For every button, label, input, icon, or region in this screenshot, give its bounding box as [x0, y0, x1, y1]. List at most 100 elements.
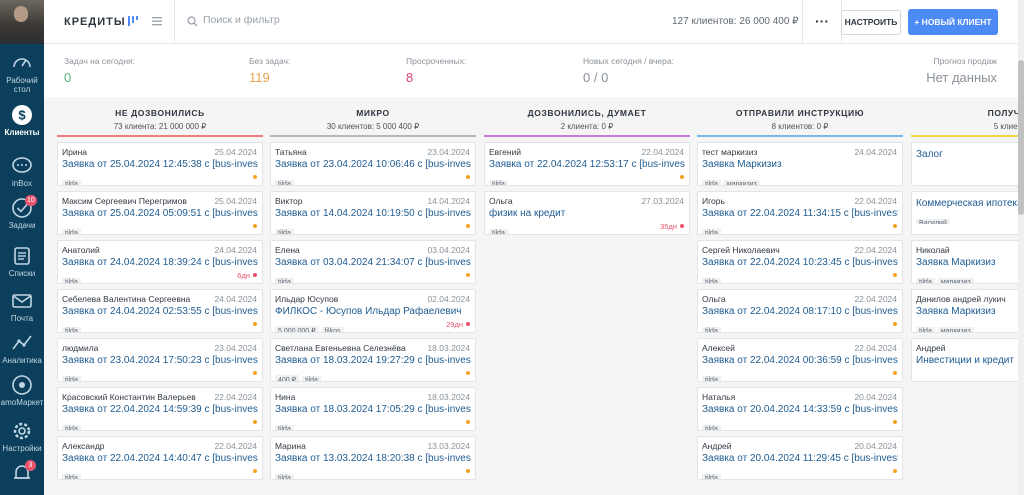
card-title[interactable]: Залог [916, 149, 943, 160]
new-client-button[interactable]: + НОВЫЙ КЛИЕНТ [908, 9, 998, 35]
card-contact[interactable]: Александр [62, 441, 105, 451]
card-title[interactable]: Заявка Маркизиз [916, 306, 996, 317]
tag[interactable]: tilda [62, 327, 81, 332]
column-header[interactable]: МИКРО 30 клиентов: 5 000 400 ₽ [270, 100, 476, 135]
lead-card[interactable]: Нина 18.03.2024 Заявка от 18.03.2024 17:05… [270, 387, 476, 431]
card-title[interactable]: Заявка Маркизиз [702, 159, 782, 170]
sidebar-item-5[interactable]: Списки [0, 245, 44, 278]
lead-card[interactable]: Андрей Инвестиции и кредит [911, 338, 1024, 382]
tag[interactable]: tilda [702, 474, 721, 479]
tag[interactable]: tilda [489, 180, 508, 185]
card-title[interactable]: Заявка от 22.04.2024 10:23:45 с [bus-inv… [702, 257, 898, 268]
card-contact[interactable]: Алексей [702, 343, 735, 353]
lead-card[interactable]: Красовский Константин Валерьев 22.04.2024… [57, 387, 263, 431]
tag[interactable]: tilda [702, 180, 721, 185]
card-title[interactable]: Заявка от 13.03.2024 18:20:38 с [bus-inv… [275, 453, 471, 464]
card-title[interactable]: Заявка Маркизиз [916, 257, 996, 268]
sidebar-item-3[interactable]: inBox [0, 155, 44, 188]
tag[interactable]: tilda [302, 376, 321, 381]
kanban-view-icon[interactable] [126, 14, 140, 28]
card-title[interactable]: Заявка от 18.03.2024 17:05:29 с [bus-inv… [275, 404, 471, 415]
card-contact[interactable]: Ирина [62, 147, 88, 157]
card-title[interactable]: Заявка от 20.04.2024 14:33:59 с [bus-inv… [702, 404, 898, 415]
sidebar-item-4[interactable]: 10 Задачи [0, 195, 44, 230]
card-title[interactable]: Заявка от 24.04.2024 02:53:55 с [bus-inv… [62, 306, 258, 317]
card-contact[interactable]: Себелева Валентина Сергеевна [62, 294, 191, 304]
tag[interactable]: tilda [702, 327, 721, 332]
card-contact[interactable]: Татьяна [275, 147, 307, 157]
card-title[interactable]: Инвестиции и кредит [916, 355, 1014, 366]
list-view-icon[interactable] [150, 14, 164, 28]
lead-card[interactable]: Виктор 14.04.2024 Заявка от 14.04.2024 10:… [270, 191, 476, 235]
card-title[interactable]: Заявка от 22.04.2024 14:59:39 с [bus-inv… [62, 404, 258, 415]
stat-new[interactable]: Новых сегодня / вчера: 0 / 0 [583, 56, 674, 85]
lead-card[interactable]: Андрей 20.04.2024 Заявка от 20.04.2024 11:… [697, 436, 903, 480]
lead-card[interactable]: Себелева Валентина Сергеевна 24.04.2024 За… [57, 289, 263, 333]
tag[interactable]: tilda [62, 180, 81, 185]
lead-card[interactable]: Татьяна 23.04.2024 Заявка от 23.04.2024 10… [270, 142, 476, 186]
card-title[interactable]: Заявка от 25.04.2024 05:09:51 с [bus-inv… [62, 208, 258, 219]
avatar[interactable] [0, 0, 44, 44]
card-contact[interactable]: Игорь [702, 196, 725, 206]
card-contact[interactable]: Максим Сергеевич Перегримов [62, 196, 187, 206]
card-title[interactable]: Заявка от 23.04.2024 17:50:23 с [bus-inv… [62, 355, 258, 366]
stat-overdue[interactable]: Просроченных: 8 [406, 56, 466, 85]
card-title[interactable]: физик на кредит [489, 208, 566, 219]
card-title[interactable]: Заявка от 18.03.2024 19:27:29 с [bus-inv… [275, 355, 471, 366]
card-contact[interactable]: Данилов андрей лукич [916, 294, 1006, 304]
sidebar-item-7[interactable]: Аналитика [0, 332, 44, 365]
sidebar-item-8[interactable]: amoМаркет [0, 374, 44, 407]
card-contact[interactable]: Евгений [489, 147, 522, 157]
tag[interactable]: tilda [916, 327, 935, 332]
card-contact[interactable]: Ильдар Юсупов [275, 294, 339, 304]
lead-card[interactable]: Светлана Евгеньевна Селезнёва 18.03.2024 З… [270, 338, 476, 382]
tag[interactable]: маркизиз [937, 327, 974, 332]
lead-card[interactable]: Данилов андрей лукич Заявка Маркизиз tilda… [911, 289, 1024, 333]
lead-card[interactable]: Марина 13.03.2024 Заявка от 13.03.2024 18:… [270, 436, 476, 480]
sidebar-item-1[interactable]: Рабочий стол [0, 52, 44, 94]
lead-card[interactable]: тест маркизиз 24.04.2024 Заявка Маркизиз ti… [697, 142, 903, 186]
column-header[interactable]: ДОЗВОНИЛИСЬ, ДУМАЕТ 2 клиента: 0 ₽ [484, 100, 690, 135]
card-contact[interactable]: Ольга [489, 196, 513, 206]
card-contact[interactable]: Сергей Николаевич [702, 245, 780, 255]
card-contact[interactable]: Андрей [702, 441, 732, 451]
lead-card[interactable]: Николай Заявка Маркизиз tilda маркизиз [911, 240, 1024, 284]
card-contact[interactable]: Андрей [916, 343, 946, 353]
card-contact[interactable]: Светлана Евгеньевна Селезнёва [275, 343, 406, 353]
tag[interactable]: tilda [62, 474, 81, 479]
tag[interactable]: tilda [62, 229, 81, 234]
card-title[interactable]: Коммерческая ипотека [916, 198, 1023, 209]
tag[interactable]: 400 ₽ [275, 375, 300, 381]
card-title[interactable]: ФИЛКОС - Юсупов Ильдар Рафаелевич [275, 306, 462, 317]
lead-card[interactable]: Ольга 27.03.2024 физик на кредит tilda 35дн [484, 191, 690, 235]
lead-card[interactable]: Максим Сергеевич Перегримов 25.04.2024 Зая… [57, 191, 263, 235]
column-header[interactable]: ОТПРАВИЛИ ИНСТРУКЦИЮ 8 клиентов: 0 ₽ [697, 100, 903, 135]
sidebar-item-10[interactable]: 3 [0, 460, 44, 486]
card-contact[interactable]: Елена [275, 245, 300, 255]
lead-card[interactable]: Алексей 22.04.2024 Заявка от 22.04.2024 00… [697, 338, 903, 382]
lead-card[interactable]: Анатолий 24.04.2024 Заявка от 24.04.2024 1… [57, 240, 263, 284]
card-title[interactable]: Заявка от 22.04.2024 14:40:47 с [bus-inv… [62, 453, 258, 464]
card-contact[interactable]: людмила [62, 343, 99, 353]
tag[interactable]: 5 000 000 ₽ [275, 326, 319, 332]
tag[interactable]: tilda [275, 474, 294, 479]
card-contact[interactable]: Ольга [702, 294, 726, 304]
card-contact[interactable]: Нина [275, 392, 296, 402]
card-title[interactable]: Заявка от 23.04.2024 10:06:46 с [bus-inv… [275, 159, 471, 170]
tag[interactable]: tilda [702, 229, 721, 234]
card-contact[interactable]: Марина [275, 441, 306, 451]
lead-card[interactable]: Елена 03.04.2024 Заявка от 03.04.2024 21:3… [270, 240, 476, 284]
lead-card[interactable]: Евгений 22.04.2024 Заявка от 22.04.2024 12… [484, 142, 690, 186]
card-contact[interactable]: Анатолий [62, 245, 100, 255]
card-title[interactable]: Заявка от 22.04.2024 08:17:10 с [bus-inv… [702, 306, 898, 317]
tag[interactable]: tilda [62, 278, 81, 283]
tag[interactable]: tilda [702, 376, 721, 381]
card-contact[interactable]: Красовский Константин Валерьев [62, 392, 196, 402]
tag[interactable]: tilda [62, 376, 81, 381]
tag[interactable]: tilda [702, 425, 721, 430]
card-contact[interactable]: Николай [916, 245, 950, 255]
card-title[interactable]: Заявка от 03.04.2024 21:34:07 с [bus-inv… [275, 257, 471, 268]
search-input[interactable] [203, 14, 583, 26]
tag[interactable]: tilda [62, 425, 81, 430]
lead-card[interactable]: Игорь 22.04.2024 Заявка от 22.04.2024 11:3… [697, 191, 903, 235]
